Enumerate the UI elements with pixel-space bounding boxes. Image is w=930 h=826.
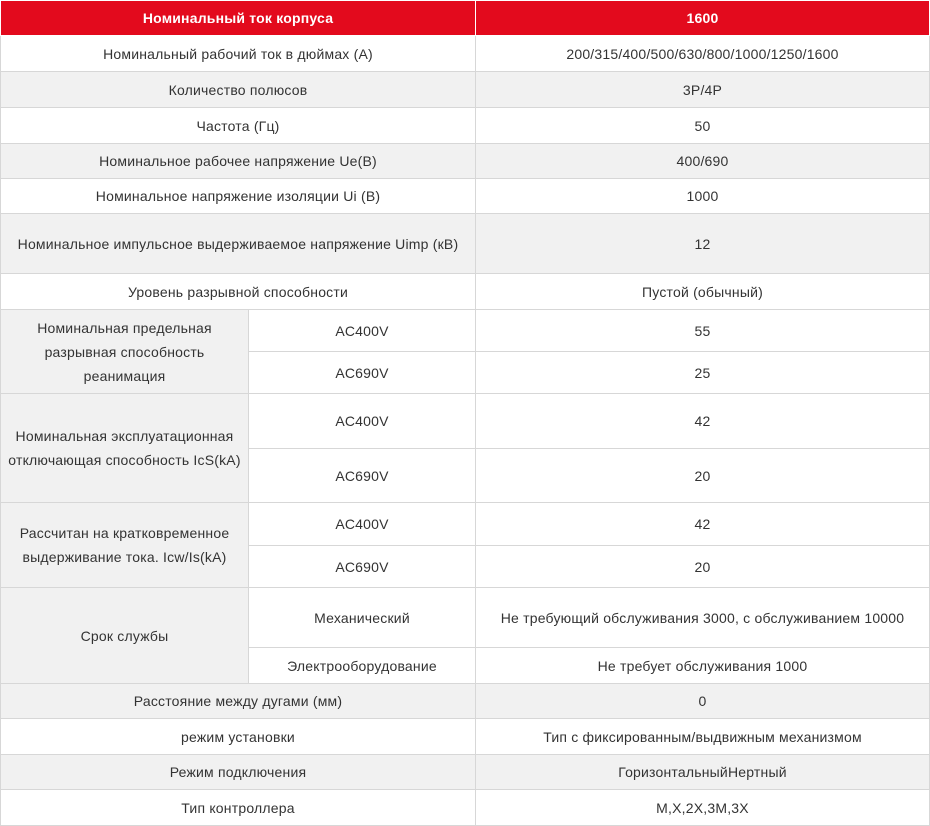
row-label: Частота (Гц) (0, 107, 476, 144)
row-value: Тип с фиксированным/выдвижным механизмом (475, 718, 930, 755)
table-row: Тип контроллера M,X,2X,3M,3X (0, 789, 930, 826)
row-value: 20 (475, 545, 930, 588)
table-row: Номинальное напряжение изоляции Ui (В) 1… (0, 178, 930, 214)
table-row: Рассчитан на кратковременное выдерживани… (0, 502, 930, 588)
group-label: Номинальная эксплуатационная отключающая… (0, 393, 249, 503)
row-label: Номинальное импульсное выдерживаемое нап… (0, 213, 476, 274)
table-row: Режим подключения ГоризонтальныйНертный (0, 754, 930, 790)
row-value: 0 (475, 683, 930, 719)
sub-label: AC690V (248, 448, 476, 503)
row-label: Номинальный рабочий ток в дюймах (А) (0, 35, 476, 72)
row-value: 50 (475, 107, 930, 144)
sub-label: AC400V (248, 502, 476, 546)
table-row: Расстояние между дугами (мм) 0 (0, 683, 930, 719)
row-value: Пустой (обычный) (475, 273, 930, 310)
row-value: 200/315/400/500/630/800/1000/1250/1600 (475, 35, 930, 72)
row-value: Не требует обслуживания 1000 (475, 647, 930, 684)
table-row: AC690V 20 (1, 545, 930, 588)
row-label: Номинальное рабочее напряжение Ue(B) (0, 143, 476, 179)
row-value: ГоризонтальныйНертный (475, 754, 930, 790)
row-label: Расстояние между дугами (мм) (0, 683, 476, 719)
table-row: AC690V 25 (1, 351, 930, 394)
row-value: 1000 (475, 178, 930, 214)
table-row: режим установки Тип с фиксированным/выдв… (0, 718, 930, 755)
row-value: 20 (475, 448, 930, 503)
table-row: Номинальный рабочий ток в дюймах (А) 200… (0, 35, 930, 72)
table-row: Номинальная эксплуатационная отключающая… (0, 393, 930, 503)
table-row: Номинальное импульсное выдерживаемое нап… (0, 213, 930, 274)
row-label: Количество полюсов (0, 71, 476, 108)
sub-label: Механический (248, 587, 476, 648)
sub-label: AC690V (248, 545, 476, 588)
row-value: 12 (475, 213, 930, 274)
row-value: 3P/4P (475, 71, 930, 108)
row-value: 55 (475, 309, 930, 352)
header-value: 1600 (475, 0, 930, 36)
sub-label: Электрооборудование (248, 647, 476, 684)
table-row: Номинальное рабочее напряжение Ue(B) 400… (0, 143, 930, 179)
group-label: Срок службы (0, 587, 249, 684)
row-value: M,X,2X,3M,3X (475, 789, 930, 826)
table-row: Количество полюсов 3P/4P (0, 71, 930, 108)
row-value: 42 (475, 502, 930, 546)
header-row: Номинальный ток корпуса 1600 (0, 0, 930, 36)
table-row: Электрооборудование Не требует обслужива… (1, 647, 930, 684)
table-row: Срок службы Механический Не требующий об… (0, 587, 930, 684)
row-value: Не требующий обслуживания 3000, с обслуж… (475, 587, 930, 648)
sub-label: AC690V (248, 351, 476, 394)
table-row: AC690V 20 (1, 448, 930, 503)
table-row: Уровень разрывной способности Пустой (об… (0, 273, 930, 310)
row-label: Уровень разрывной способности (0, 273, 476, 310)
row-label: Номинальное напряжение изоляции Ui (В) (0, 178, 476, 214)
row-value: 400/690 (475, 143, 930, 179)
table-row: Номинальная предельная разрывная способн… (0, 309, 930, 394)
row-label: режим установки (0, 718, 476, 755)
header-label: Номинальный ток корпуса (0, 0, 476, 36)
row-value: 42 (475, 393, 930, 449)
table-row: Частота (Гц) 50 (0, 107, 930, 144)
row-label: Режим подключения (0, 754, 476, 790)
sub-label: AC400V (248, 393, 476, 449)
group-label: Рассчитан на кратковременное выдерживани… (0, 502, 249, 588)
group-label: Номинальная предельная разрывная способн… (0, 309, 249, 394)
row-label: Тип контроллера (0, 789, 476, 826)
row-value: 25 (475, 351, 930, 394)
sub-label: AC400V (248, 309, 476, 352)
